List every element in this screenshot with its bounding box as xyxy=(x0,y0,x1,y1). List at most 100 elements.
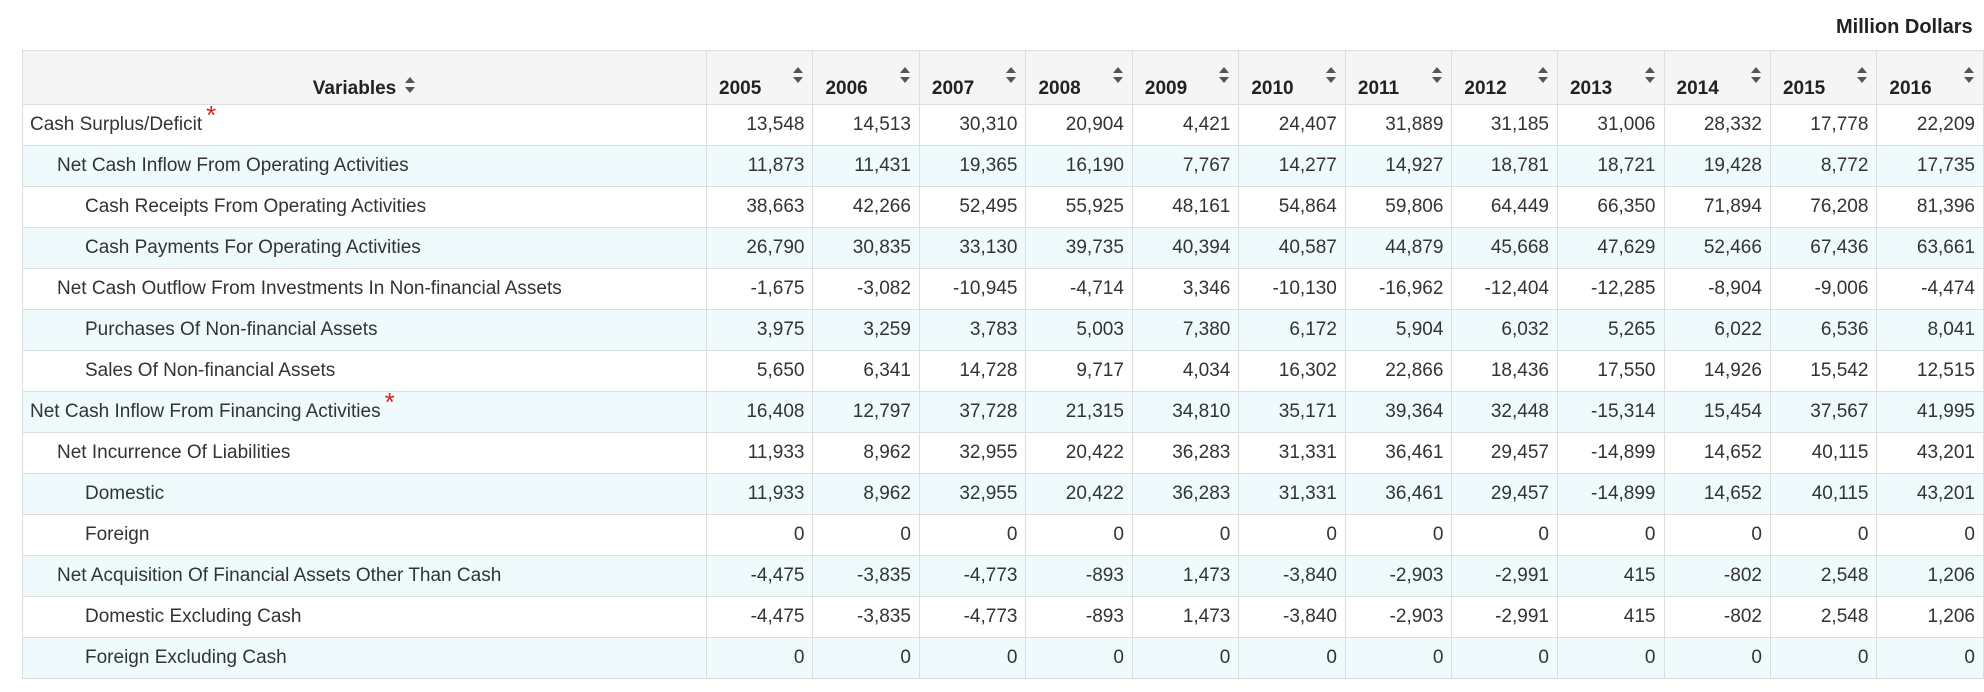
value-cell: -4,773 xyxy=(918,555,1027,597)
value-cell: 16,190 xyxy=(1025,145,1133,187)
value-cell: -4,773 xyxy=(918,596,1027,638)
value-cell: -802 xyxy=(1663,596,1771,638)
sort-icon[interactable] xyxy=(1112,65,1124,85)
year-column-header-2010[interactable]: 2010 xyxy=(1238,50,1346,105)
value-cell: 34,810 xyxy=(1131,391,1240,433)
year-column-header-2016[interactable]: 2016 xyxy=(1876,50,1984,105)
value-cell: -16,962 xyxy=(1344,268,1453,310)
value-cell: 0 xyxy=(1238,514,1346,556)
value-cell: -893 xyxy=(1025,596,1133,638)
year-column-header-2012[interactable]: 2012 xyxy=(1451,50,1558,105)
value-cell: 36,461 xyxy=(1344,432,1453,474)
sort-icon[interactable] xyxy=(1644,65,1656,85)
value-cell: 6,032 xyxy=(1451,309,1558,351)
sort-icon[interactable] xyxy=(1537,65,1549,85)
value-cell: 14,926 xyxy=(1663,350,1771,392)
value-cell: 0 xyxy=(1663,514,1771,556)
sort-icon[interactable] xyxy=(1856,65,1868,85)
value-cell: 8,962 xyxy=(812,432,920,474)
value-cell: -4,475 xyxy=(706,596,814,638)
variables-header-label: Variables xyxy=(312,77,397,99)
table-row: Net Acquisition Of Financial Assets Othe… xyxy=(21,555,1984,597)
value-cell: 40,115 xyxy=(1769,473,1878,515)
row-label: Net Cash Inflow From Operating Activitie… xyxy=(57,155,409,176)
value-cell: 2,548 xyxy=(1769,596,1878,638)
value-cell: 0 xyxy=(1451,514,1558,556)
value-cell: 415 xyxy=(1556,596,1665,638)
value-cell: -802 xyxy=(1663,555,1771,597)
variables-column-header[interactable]: Variables xyxy=(21,50,708,105)
value-cell: 31,331 xyxy=(1238,432,1346,474)
year-column-header-2007[interactable]: 2007 xyxy=(918,50,1027,105)
value-cell: 31,006 xyxy=(1556,104,1665,146)
value-cell: 40,115 xyxy=(1769,432,1878,474)
value-cell: 14,652 xyxy=(1663,432,1771,474)
sort-icon[interactable] xyxy=(899,65,911,85)
value-cell: -4,475 xyxy=(706,555,814,597)
sort-icon[interactable] xyxy=(1431,65,1443,85)
year-header-label: 2007 xyxy=(931,77,975,99)
value-cell: 67,436 xyxy=(1769,227,1878,269)
value-cell: -12,285 xyxy=(1556,268,1665,310)
sort-icon[interactable] xyxy=(792,65,804,85)
value-cell: 6,172 xyxy=(1238,309,1346,351)
value-cell: 3,783 xyxy=(918,309,1027,351)
value-cell: 32,448 xyxy=(1451,391,1558,433)
year-column-header-2009[interactable]: 2009 xyxy=(1131,50,1240,105)
sort-icon[interactable] xyxy=(1218,65,1230,85)
year-column-header-2013[interactable]: 2013 xyxy=(1556,50,1665,105)
sort-icon[interactable] xyxy=(1325,65,1337,85)
row-label-cell: Domestic Excluding Cash xyxy=(21,596,708,638)
value-cell: 3,346 xyxy=(1131,268,1240,310)
value-cell: 22,866 xyxy=(1344,350,1453,392)
value-cell: 0 xyxy=(1769,514,1878,556)
value-cell: 2,548 xyxy=(1769,555,1878,597)
year-column-header-2014[interactable]: 2014 xyxy=(1663,50,1771,105)
value-cell: -8,904 xyxy=(1663,268,1771,310)
year-header-label: 2014 xyxy=(1676,77,1719,99)
table-row: Purchases Of Non-financial Assets 3,975 3,… xyxy=(21,309,1984,351)
value-cell: -3,840 xyxy=(1238,596,1346,638)
row-label: Foreign Excluding Cash xyxy=(85,647,287,668)
value-cell: 11,873 xyxy=(706,145,814,187)
sort-icon[interactable] xyxy=(1005,65,1017,85)
value-cell: 6,341 xyxy=(812,350,920,392)
value-cell: 24,407 xyxy=(1238,104,1346,146)
value-cell: 39,735 xyxy=(1025,227,1133,269)
row-label-cell: Foreign Excluding Cash xyxy=(21,637,708,679)
value-cell: 0 xyxy=(1556,637,1665,679)
sort-icon[interactable] xyxy=(1963,65,1975,85)
sort-icon[interactable] xyxy=(1750,65,1762,85)
value-cell: -10,945 xyxy=(918,268,1027,310)
table-row: Domestic 11,933 8,962 32,955 20,422 36,283 31,… xyxy=(21,473,1984,515)
year-column-header-2008[interactable]: 2008 xyxy=(1025,50,1133,105)
value-cell: 26,790 xyxy=(706,227,814,269)
year-column-header-2011[interactable]: 2011 xyxy=(1344,50,1453,105)
value-cell: 8,962 xyxy=(812,473,920,515)
value-cell: 0 xyxy=(706,637,814,679)
value-cell: 4,034 xyxy=(1131,350,1240,392)
sort-icon[interactable] xyxy=(404,75,416,95)
table-row: Net Cash Inflow From Operating Activitie… xyxy=(21,145,1984,187)
value-cell: 0 xyxy=(1131,637,1240,679)
year-column-header-2005[interactable]: 2005 xyxy=(706,50,814,105)
value-cell: 43,201 xyxy=(1876,432,1984,474)
year-column-header-2015[interactable]: 2015 xyxy=(1769,50,1878,105)
year-column-header-2006[interactable]: 2006 xyxy=(812,50,920,105)
year-header-label: 2010 xyxy=(1251,77,1294,99)
value-cell: 36,461 xyxy=(1344,473,1453,515)
row-label: Net Cash Outflow From Investments In Non… xyxy=(57,278,562,299)
table-body: Cash Surplus/Deficit * 13,548 14,513 30,310 2… xyxy=(21,104,1984,679)
value-cell: -4,714 xyxy=(1025,268,1133,310)
year-header-label: 2012 xyxy=(1464,77,1507,99)
value-cell: 1,206 xyxy=(1876,596,1984,638)
year-header-label: 2015 xyxy=(1782,77,1826,99)
value-cell: -4,474 xyxy=(1876,268,1984,310)
value-cell: 0 xyxy=(1344,637,1453,679)
value-cell: 0 xyxy=(1344,514,1453,556)
value-cell: 3,259 xyxy=(812,309,920,351)
value-cell: 0 xyxy=(1876,514,1984,556)
value-cell: 0 xyxy=(1556,514,1665,556)
value-cell: 0 xyxy=(918,637,1027,679)
value-cell: 52,495 xyxy=(918,186,1027,228)
